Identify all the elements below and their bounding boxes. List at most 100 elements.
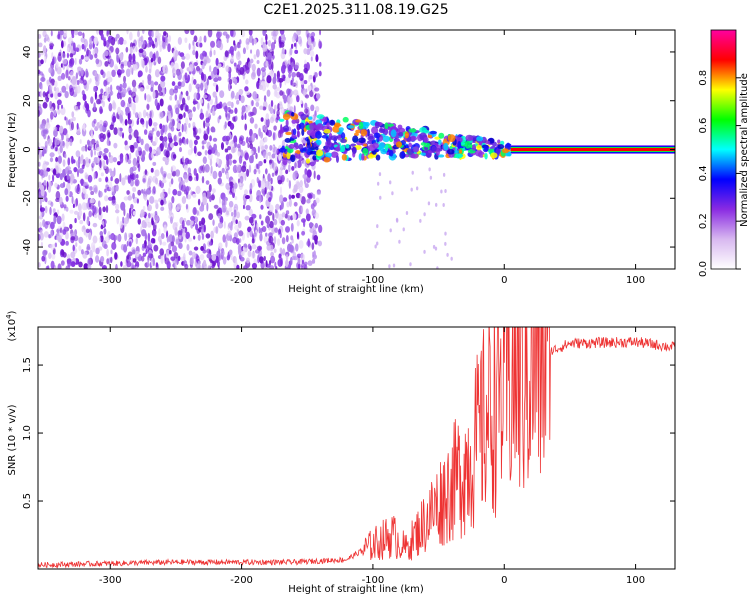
noise-mark-2013 bbox=[165, 249, 170, 259]
noise-mark-2489 bbox=[165, 150, 170, 158]
tone-mark-3052 bbox=[338, 127, 344, 132]
noise-mark-2079 bbox=[269, 107, 274, 115]
noise-mark-694 bbox=[245, 136, 249, 144]
noise-mark-1742 bbox=[152, 186, 156, 192]
noise-mark-2168 bbox=[167, 43, 171, 53]
noise-mark-2041 bbox=[148, 117, 153, 127]
noise-mark-450 bbox=[284, 49, 287, 55]
noise-mark-2307 bbox=[97, 73, 101, 82]
noise-mark-1202 bbox=[233, 62, 237, 67]
noise-mark-1603 bbox=[161, 179, 167, 184]
noise-mark-2323 bbox=[278, 35, 282, 45]
noise-mark-2126 bbox=[258, 226, 261, 234]
noise-mark-1330 bbox=[216, 157, 220, 164]
noise-mark-1849 bbox=[159, 98, 164, 107]
noise-mark-617 bbox=[185, 219, 191, 226]
noise-mark-185 bbox=[171, 170, 177, 177]
spectrogram-x-tick-label-1: -200 bbox=[230, 275, 253, 286]
noise-mark-1901 bbox=[291, 165, 295, 171]
noise-mark-884 bbox=[124, 119, 128, 126]
noise-mark-2311 bbox=[186, 194, 192, 200]
tone-mark-2829 bbox=[295, 145, 300, 150]
noise-mark-1945 bbox=[244, 113, 247, 120]
noise-mark-2302 bbox=[142, 150, 146, 156]
noise-mark-2203 bbox=[312, 159, 317, 166]
noise-mark-1114 bbox=[301, 230, 306, 236]
noise-mark-2162 bbox=[271, 61, 274, 71]
noise-mark-1298 bbox=[233, 40, 236, 46]
noise-mark-1705 bbox=[181, 155, 185, 163]
noise-mark-2036 bbox=[167, 132, 172, 139]
noise-mark-2370 bbox=[121, 177, 126, 186]
noise-mark-2414 bbox=[173, 141, 179, 147]
noise-mark-1517 bbox=[39, 221, 42, 229]
noise-mark-1650 bbox=[81, 146, 86, 152]
noise-mark-1994 bbox=[181, 220, 185, 229]
noise-mark-997 bbox=[106, 248, 109, 257]
noise-mark-1052 bbox=[269, 244, 274, 252]
noise-mark-2599 bbox=[269, 220, 274, 229]
noise-mark-1454 bbox=[263, 159, 267, 164]
noise-mark-748 bbox=[159, 135, 164, 141]
noise-mark-2381 bbox=[132, 45, 136, 53]
noise-mark-2525 bbox=[113, 142, 118, 149]
tone-mark-2987 bbox=[397, 127, 406, 133]
noise-mark-1385 bbox=[274, 227, 278, 233]
noise-mark-1376 bbox=[94, 90, 98, 100]
noise-mark-1930 bbox=[69, 87, 75, 97]
noise-mark-1968 bbox=[289, 47, 293, 56]
noise-mark-1271 bbox=[288, 72, 291, 79]
noise-mark-1884 bbox=[152, 212, 156, 222]
noise-mark-560 bbox=[120, 69, 125, 74]
noise-mark-2353 bbox=[108, 257, 111, 266]
noise-mark-802 bbox=[288, 179, 292, 189]
noise-mark-1223 bbox=[158, 91, 164, 96]
noise-mark-939 bbox=[200, 98, 203, 104]
colorbar-bar bbox=[710, 29, 737, 270]
noise-mark-2196 bbox=[70, 121, 74, 131]
noise-mark-1078 bbox=[136, 155, 140, 164]
noise-mark-2543 bbox=[129, 152, 132, 160]
noise-mark-1317 bbox=[65, 240, 69, 246]
noise-mark-1709 bbox=[244, 152, 249, 161]
noise-mark-814 bbox=[152, 122, 158, 127]
tone-mark-3036 bbox=[374, 121, 380, 129]
tone-mark-3154 bbox=[376, 181, 380, 186]
noise-mark-2553 bbox=[251, 133, 255, 143]
noise-mark-1759 bbox=[254, 123, 258, 129]
noise-mark-1788 bbox=[108, 181, 113, 191]
tone-mark-3014 bbox=[438, 132, 445, 139]
noise-mark-2034 bbox=[246, 44, 249, 51]
noise-mark-994 bbox=[210, 40, 216, 48]
noise-mark-1257 bbox=[100, 88, 104, 94]
noise-mark-2405 bbox=[215, 255, 219, 264]
noise-mark-2077 bbox=[226, 210, 229, 216]
noise-mark-2529 bbox=[71, 76, 77, 85]
noise-mark-1405 bbox=[160, 199, 164, 206]
noise-mark-2403 bbox=[107, 196, 113, 201]
noise-mark-37 bbox=[118, 36, 124, 45]
noise-mark-976 bbox=[169, 88, 175, 96]
noise-mark-227 bbox=[318, 224, 323, 234]
noise-mark-992 bbox=[61, 85, 67, 93]
noise-mark-2216 bbox=[47, 138, 53, 147]
noise-mark-1509 bbox=[166, 115, 169, 123]
noise-mark-1655 bbox=[62, 30, 68, 38]
spectrogram-y-tick-label-3: 20 bbox=[22, 94, 33, 107]
noise-mark-826 bbox=[100, 256, 105, 263]
spectrogram-y-ticks: -40 -20 0 20 40 bbox=[22, 46, 675, 255]
tone-mark-3081 bbox=[384, 122, 389, 130]
noise-mark-1423 bbox=[149, 110, 152, 119]
noise-mark-2161 bbox=[38, 119, 41, 129]
tone-mark-3047 bbox=[352, 135, 359, 143]
noise-mark-1510 bbox=[75, 72, 79, 80]
noise-mark-2230 bbox=[265, 260, 268, 268]
tone-mark-2978 bbox=[456, 136, 463, 143]
noise-mark-2227 bbox=[134, 179, 140, 187]
tone-mark-2913 bbox=[295, 119, 299, 124]
noise-mark-1020 bbox=[132, 87, 137, 93]
noise-mark-2012 bbox=[75, 197, 79, 207]
noise-mark-2042 bbox=[40, 241, 44, 248]
noise-mark-1718 bbox=[125, 46, 129, 53]
noise-mark-1168 bbox=[142, 252, 147, 257]
